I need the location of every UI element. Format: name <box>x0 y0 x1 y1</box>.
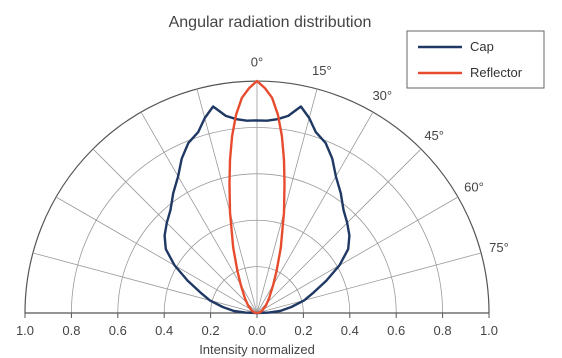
x-tick-label: 0.2 <box>202 323 220 338</box>
angle-label: 0° <box>251 54 263 69</box>
grid-spoke <box>256 148 422 314</box>
radial-grid <box>24 80 490 314</box>
x-tick-label: 0.4 <box>155 323 173 338</box>
grid-spoke <box>55 196 258 314</box>
angle-labels: 0° 15° 30° 45° 60° 75° <box>251 54 509 255</box>
angle-label: 45° <box>424 128 444 143</box>
series-line-cap <box>163 105 351 315</box>
grid-spoke <box>92 148 258 314</box>
legend-box <box>406 30 545 89</box>
x-tick-label: 0.2 <box>294 323 312 338</box>
x-tick-label: 1.0 <box>16 323 34 338</box>
grid-spoke <box>256 252 482 314</box>
x-tick-label: 0.8 <box>62 323 80 338</box>
grid-spoke <box>256 196 459 314</box>
x-axis-label: Intensity normalized <box>199 342 315 357</box>
angle-label: 75° <box>489 240 509 255</box>
chart-title: Angular radiation distribution <box>169 14 372 31</box>
legend-label-reflector: Reflector <box>470 65 523 80</box>
grid-spoke <box>32 252 258 314</box>
grid-spoke <box>140 111 258 314</box>
grid-spoke <box>256 111 374 314</box>
series-group <box>163 79 351 315</box>
x-tick-label: 0.8 <box>434 323 452 338</box>
series-line-reflector <box>228 79 286 315</box>
angle-label: 60° <box>464 180 484 195</box>
x-tick-label: 0.6 <box>109 323 127 338</box>
grid-spoke <box>256 88 318 314</box>
legend: Cap Reflector <box>406 30 545 89</box>
x-tick-label: 0.0 <box>248 323 266 338</box>
grid-spoke <box>196 88 258 314</box>
x-tick-label: 1.0 <box>480 323 498 338</box>
angle-label: 30° <box>372 88 392 103</box>
x-tick-labels: 1.0 0.8 0.6 0.4 0.2 0.0 0.2 0.4 0.6 0.8 1.0 <box>16 313 498 338</box>
x-tick-label: 0.6 <box>387 323 405 338</box>
x-tick-label: 0.4 <box>341 323 359 338</box>
angle-label: 15° <box>312 63 332 78</box>
legend-label-cap: Cap <box>470 39 494 54</box>
